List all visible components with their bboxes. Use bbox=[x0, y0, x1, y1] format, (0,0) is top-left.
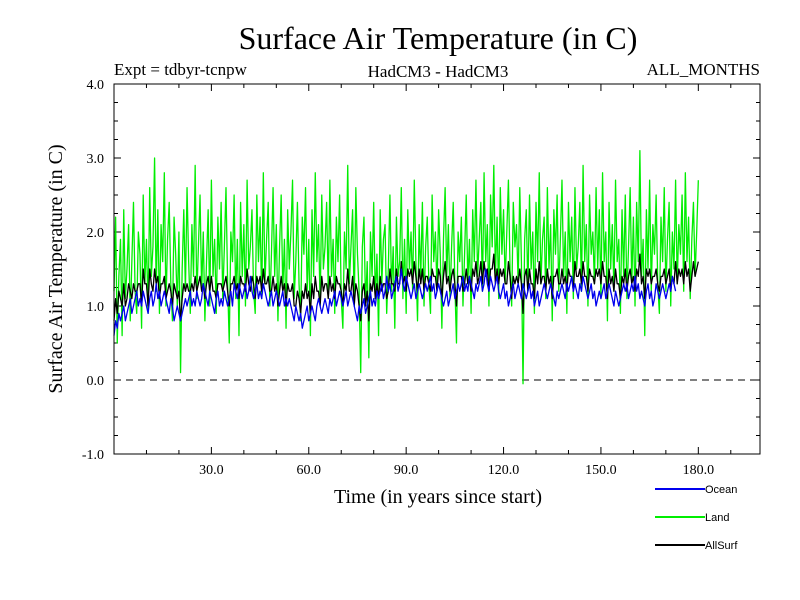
y-tick-label: 4.0 bbox=[87, 78, 105, 93]
y-tick-label: 1.0 bbox=[87, 300, 105, 315]
x-axis-ticks: 30.0 60.0 90.0 120.0 150.0 180.0 bbox=[145, 84, 732, 478]
chart-subtitle-right: ALL_MONTHS bbox=[647, 60, 760, 79]
x-tick-label: 30.0 bbox=[199, 463, 224, 478]
series-line-ocean bbox=[113, 268, 677, 336]
x-tick-label: 120.0 bbox=[488, 463, 520, 478]
legend-label-land: Land bbox=[705, 512, 729, 524]
y-axis-label: Surface Air Temperature (in C) bbox=[45, 144, 67, 393]
plot-frame bbox=[113, 83, 761, 455]
legend: Ocean Land AllSurf bbox=[655, 484, 738, 552]
y-tick-label: -1.0 bbox=[82, 448, 104, 463]
x-axis-label: Time (in years since start) bbox=[334, 486, 542, 508]
y-tick-label: 3.0 bbox=[87, 152, 105, 167]
series-line-allsurf bbox=[113, 253, 699, 322]
x-tick-label: 60.0 bbox=[297, 463, 322, 478]
chart-title: Surface Air Temperature (in C) bbox=[239, 20, 638, 56]
x-tick-label: 180.0 bbox=[683, 463, 715, 478]
series-layer bbox=[113, 149, 699, 385]
legend-label-allsurf: AllSurf bbox=[705, 540, 738, 552]
y-tick-label: 0.0 bbox=[87, 374, 105, 389]
chart-subtitle-left: Expt = tdbyr-tcnpw bbox=[114, 60, 248, 79]
x-tick-label: 90.0 bbox=[394, 463, 419, 478]
chart-subtitle-center: HadCM3 - HadCM3 bbox=[368, 62, 509, 81]
legend-label-ocean: Ocean bbox=[705, 484, 737, 496]
x-tick-label: 150.0 bbox=[585, 463, 617, 478]
y-tick-label: 2.0 bbox=[87, 226, 105, 241]
